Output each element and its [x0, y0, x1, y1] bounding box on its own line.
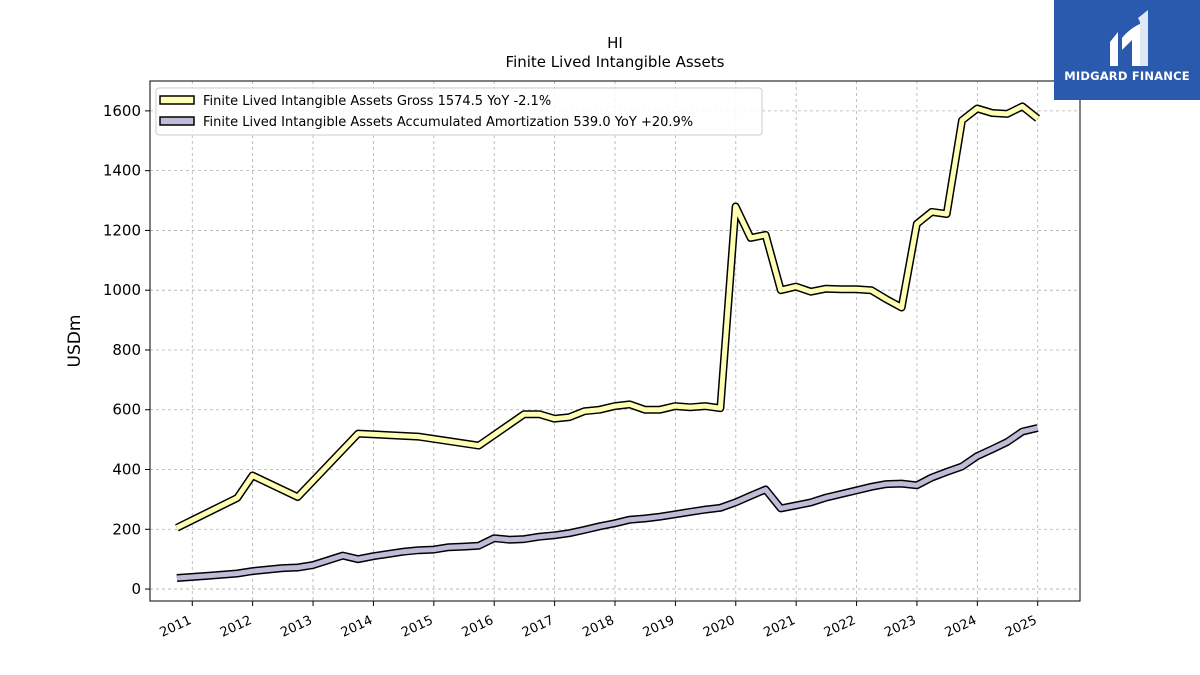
series-line-finite-lived-intangible-assets-gross: [175, 103, 1040, 531]
legend-swatch: [159, 95, 195, 105]
y-tick-label: 0: [131, 580, 141, 598]
y-tick-label: 200: [112, 520, 141, 538]
x-tick-label: 2024: [943, 613, 979, 641]
midgard-finance-logo: MIDGARD FINANCE: [1054, 0, 1200, 100]
y-tick-label: 600: [112, 401, 141, 419]
x-tick-label: 2021: [762, 613, 798, 641]
legend: Finite Lived Intangible Assets Gross 157…: [155, 87, 763, 136]
y-tick-label: 400: [112, 461, 141, 479]
legend-swatch: [159, 116, 195, 126]
y-tick-label: 1400: [103, 162, 141, 180]
x-tick-label: 2016: [460, 613, 496, 641]
x-tick-label: 2025: [1003, 613, 1039, 641]
y-tick-label: 1600: [103, 102, 141, 120]
series-outline-finite-lived-intangible-assets-gross: [175, 102, 1041, 532]
legend-label: Finite Lived Intangible Assets Gross 157…: [203, 94, 551, 109]
x-tick-label: 2012: [218, 613, 254, 641]
logo-text: MIDGARD FINANCE: [1064, 69, 1190, 83]
y-axis-label: USDm: [65, 315, 85, 368]
chart-subtitle: Finite Lived Intangible Assets: [506, 53, 725, 71]
y-tick-label: 1200: [103, 221, 141, 239]
logo-mark-icon: [1110, 10, 1148, 66]
series-line-finite-lived-intangible-assets-accumulated-amortization: [176, 425, 1039, 581]
chart-title: HI: [607, 34, 623, 52]
series-outline-finite-lived-intangible-assets-accumulated-amortization: [176, 424, 1039, 582]
x-tick-label: 2011: [158, 613, 194, 641]
x-tick-label: 2018: [580, 613, 616, 641]
legend-label: Finite Lived Intangible Assets Accumulat…: [203, 115, 693, 130]
series-lines: [175, 102, 1041, 582]
y-tick-label: 800: [112, 341, 141, 359]
x-tick-label: 2015: [399, 613, 435, 641]
x-tick-label: 2019: [641, 613, 677, 641]
x-tick-label: 2013: [278, 613, 314, 641]
legend-box: [155, 87, 763, 136]
x-tick-label: 2014: [339, 613, 375, 641]
x-tick-label: 2020: [701, 613, 737, 641]
x-tick-label: 2017: [520, 613, 556, 641]
y-tick-label: 1000: [103, 281, 141, 299]
x-tick-label: 2022: [822, 613, 858, 641]
axis-ticks: 0 200 400 600 800 1000 1200 1400 1600 2011 2012 201…: [103, 102, 1040, 641]
x-tick-label: 2023: [882, 613, 918, 641]
